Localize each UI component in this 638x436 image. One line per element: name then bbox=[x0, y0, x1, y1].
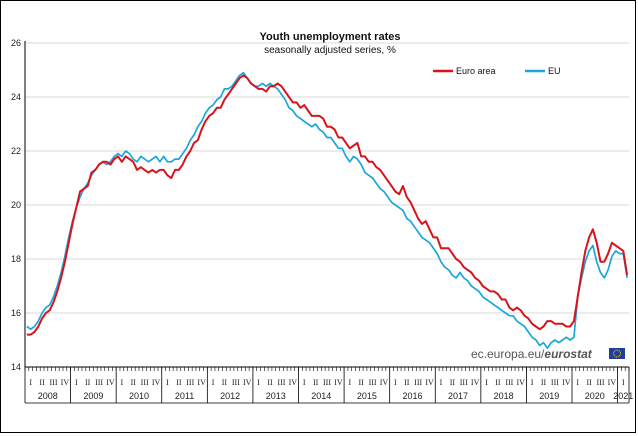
quarter-label: IV bbox=[334, 378, 343, 387]
quarter-label: III bbox=[323, 378, 331, 387]
y-axis-labels: 14 16 18 20 22 24 26 bbox=[11, 38, 21, 372]
legend-label-euro-area: Euro area bbox=[456, 66, 496, 76]
quarter-label: II bbox=[39, 378, 45, 387]
chart-title: Youth unemployment rates bbox=[260, 31, 401, 43]
quarter-label: IV bbox=[243, 378, 252, 387]
quarter-label: III bbox=[597, 378, 605, 387]
series-lines bbox=[26, 71, 629, 349]
quarter-label: II bbox=[313, 378, 319, 387]
axes bbox=[24, 41, 630, 404]
y-tick-label: 22 bbox=[11, 146, 21, 156]
year-label: 2008 bbox=[38, 391, 58, 401]
year-label: 2020 bbox=[585, 391, 605, 401]
quarter-label: II bbox=[450, 378, 456, 387]
quarter-label: I bbox=[166, 378, 169, 387]
quarter-label: IV bbox=[152, 378, 161, 387]
quarter-label: III bbox=[95, 378, 103, 387]
quarter-label: IV bbox=[197, 378, 206, 387]
quarter-label: I bbox=[348, 378, 351, 387]
year-label: 2019 bbox=[539, 391, 559, 401]
quarter-label: III bbox=[277, 378, 285, 387]
y-tick-label: 18 bbox=[11, 254, 21, 264]
y-tick-label: 26 bbox=[11, 38, 21, 48]
quarter-label: I bbox=[531, 378, 534, 387]
quarter-label: IV bbox=[106, 378, 115, 387]
quarter-label: II bbox=[176, 378, 182, 387]
year-label: 2015 bbox=[357, 391, 377, 401]
quarter-label: III bbox=[369, 378, 377, 387]
quarter-label: II bbox=[359, 378, 365, 387]
quarter-label: II bbox=[85, 378, 91, 387]
quarter-label: IV bbox=[61, 378, 70, 387]
year-label: 2012 bbox=[220, 391, 240, 401]
quarter-label: I bbox=[303, 378, 306, 387]
quarter-label: II bbox=[267, 378, 273, 387]
quarter-label: I bbox=[121, 378, 124, 387]
year-label: 2009 bbox=[83, 391, 103, 401]
quarter-label: IV bbox=[380, 378, 389, 387]
series-line-eu bbox=[26, 71, 628, 349]
y-tick-label: 24 bbox=[11, 92, 21, 102]
quarter-label: I bbox=[394, 378, 397, 387]
quarter-label: III bbox=[414, 378, 422, 387]
year-label: 2016 bbox=[402, 391, 422, 401]
quarter-label: III bbox=[551, 378, 559, 387]
legend-label-eu: EU bbox=[548, 66, 561, 76]
year-label: 2017 bbox=[448, 391, 468, 401]
quarter-label: IV bbox=[608, 378, 617, 387]
quarter-label: II bbox=[541, 378, 547, 387]
y-tick-label: 20 bbox=[11, 200, 21, 210]
quarter-label: II bbox=[131, 378, 137, 387]
y-tick-label: 16 bbox=[11, 308, 21, 318]
quarter-label: II bbox=[222, 378, 228, 387]
quarter-label: I bbox=[622, 378, 625, 387]
year-label: 2013 bbox=[266, 391, 286, 401]
quarter-label: II bbox=[586, 378, 592, 387]
quarter-label: IV bbox=[289, 378, 298, 387]
year-label: 2018 bbox=[494, 391, 514, 401]
quarter-label: III bbox=[141, 378, 149, 387]
quarter-label: II bbox=[404, 378, 410, 387]
quarter-label: IV bbox=[517, 378, 526, 387]
series-line-euro-area bbox=[26, 74, 629, 336]
quarter-label: III bbox=[460, 378, 468, 387]
quarter-label: I bbox=[29, 378, 32, 387]
year-label: 2010 bbox=[129, 391, 149, 401]
y-tick-label: 14 bbox=[11, 362, 21, 372]
quarter-label: I bbox=[440, 378, 443, 387]
chart-subtitle: seasonally adjusted series, % bbox=[264, 45, 396, 56]
eu-flag-icon bbox=[609, 348, 625, 359]
source-credit: ec.europa.eu/eurostat bbox=[471, 347, 625, 361]
quarter-label: III bbox=[49, 378, 57, 387]
quarter-label: IV bbox=[471, 378, 480, 387]
quarter-label: III bbox=[505, 378, 513, 387]
gridlines bbox=[25, 42, 629, 314]
quarter-label: IV bbox=[562, 378, 571, 387]
quarter-label: I bbox=[576, 378, 579, 387]
quarter-label: I bbox=[485, 378, 488, 387]
quarter-label: III bbox=[232, 378, 240, 387]
year-label: 2011 bbox=[175, 391, 194, 401]
quarter-label: I bbox=[257, 378, 260, 387]
source-text: ec.europa.eu/eurostat bbox=[471, 347, 593, 361]
year-label: 2014 bbox=[311, 391, 331, 401]
quarter-label: I bbox=[212, 378, 215, 387]
quarter-label: III bbox=[186, 378, 194, 387]
quarter-label: II bbox=[495, 378, 501, 387]
year-label: 2021 bbox=[613, 391, 633, 401]
quarter-label: IV bbox=[425, 378, 434, 387]
legend: Euro area EU bbox=[433, 66, 561, 76]
quarter-label: I bbox=[75, 378, 78, 387]
